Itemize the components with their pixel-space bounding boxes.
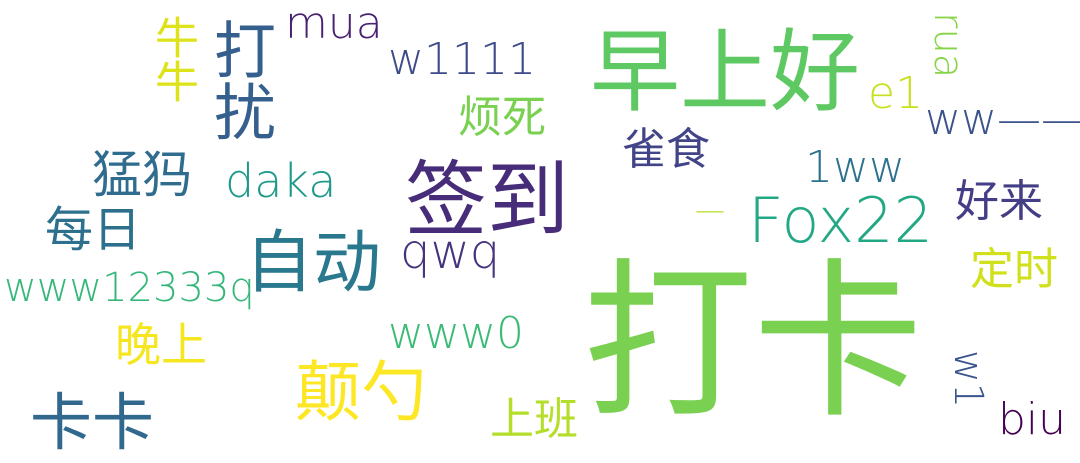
word-zaoshanghao: 早上好	[590, 20, 860, 125]
word-queshi: 雀食	[622, 124, 710, 175]
word-1ww: 1ww	[805, 142, 905, 193]
word-w1: w1	[945, 350, 991, 409]
word-www12333q: www12333q	[4, 265, 255, 311]
word-mengma: 猛犸	[92, 146, 192, 204]
word-dingshi: 定时	[970, 244, 1058, 295]
word-dash: —	[695, 193, 725, 228]
word-daka-big: 打卡	[583, 244, 924, 442]
word-e1: e1	[868, 68, 924, 119]
word-daka-small: daka	[225, 154, 337, 208]
word-meiri: 每日	[45, 202, 142, 258]
word-mua: mua	[285, 0, 383, 49]
word-shangban: 上班	[490, 394, 578, 445]
word-rua: rua	[925, 12, 971, 79]
word-niuniu: 牛牛	[147, 15, 198, 103]
word-darao: 打扰	[203, 18, 276, 142]
word-ww-dash: ww——	[925, 94, 1080, 145]
word-www0: www0	[388, 308, 524, 359]
word-kaka: 卡卡	[30, 386, 155, 459]
word-dianshao: 颠勺	[295, 354, 427, 431]
word-qwq: qwq	[400, 224, 501, 280]
word-zidong: 自动	[245, 224, 382, 303]
word-biu: biu	[998, 394, 1067, 445]
word-w1111: w1111	[388, 34, 536, 85]
word-haolai: 好来	[955, 176, 1043, 227]
word-fansi: 烦死	[458, 92, 546, 143]
word-qiandao: 签到	[405, 153, 570, 248]
word-fox22: Fox22	[748, 184, 934, 257]
word-wanshang: 晚上	[115, 318, 207, 372]
